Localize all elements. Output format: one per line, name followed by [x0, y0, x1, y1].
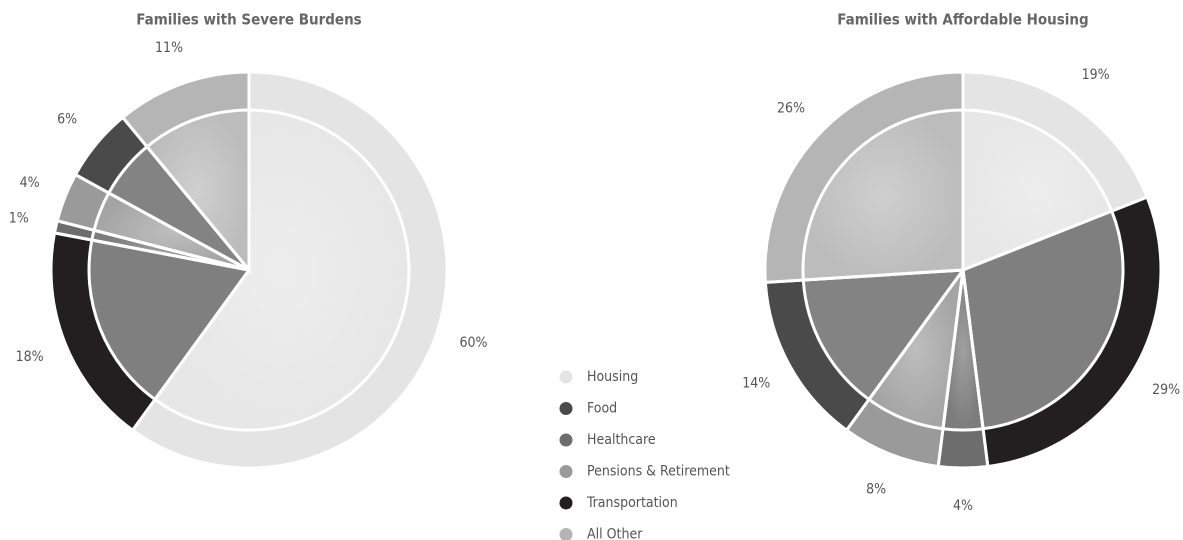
legend-swatch [559, 496, 573, 510]
legend-swatch [559, 465, 573, 478]
data-label: 11% [155, 40, 183, 56]
slice-inner [801, 268, 967, 402]
data-label: 29% [1152, 382, 1180, 398]
data-label: 4% [20, 175, 40, 191]
data-label: 6% [57, 112, 77, 128]
slice-inner [801, 108, 965, 282]
legend-label: Food [587, 401, 617, 417]
data-label: 1% [9, 211, 29, 227]
data-label: 4% [953, 498, 973, 514]
slice-inner [961, 108, 1114, 273]
data-label: 26% [777, 100, 805, 116]
legend-swatch [559, 370, 573, 384]
legend-label: All Other [587, 527, 643, 540]
legend-swatch [559, 528, 573, 540]
slice-inner [152, 108, 411, 432]
data-label: 19% [1082, 67, 1110, 83]
data-label: 14% [742, 376, 770, 392]
chart-title: Families with Affordable Housing [837, 11, 1088, 29]
slice-inner [961, 209, 1125, 431]
data-label: 8% [866, 481, 886, 497]
data-label: 60% [459, 335, 487, 351]
legend-label: Healthcare [587, 432, 656, 448]
data-label: 18% [16, 349, 44, 365]
legend-swatch [559, 402, 573, 415]
chart-title: Families with Severe Burdens [136, 11, 361, 29]
legend-label: Housing [587, 369, 638, 385]
slice-inner [144, 108, 251, 275]
slice-inner [87, 238, 252, 402]
legend-label: Pensions & Retirement [587, 464, 730, 480]
legend-swatch [559, 433, 573, 447]
legend-label: Transportation [586, 495, 678, 511]
